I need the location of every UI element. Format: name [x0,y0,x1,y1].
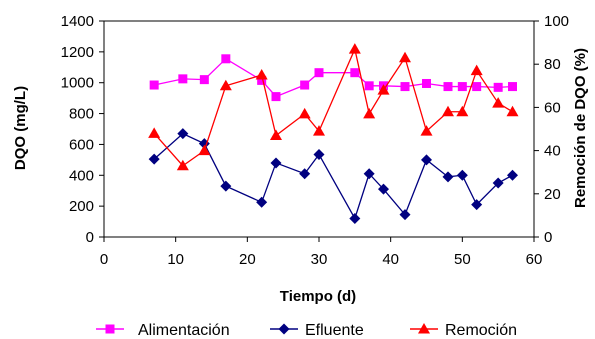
data-point-efluente [471,199,483,211]
data-point-remocion [492,97,505,108]
left-y-axis-ticks: 0 200 400 600 800 1000 1200 1400 [61,13,104,246]
data-point-alimentacion [221,54,231,64]
x-tick-label: 0 [100,251,108,268]
x-tick-label: 30 [311,251,328,268]
data-point-remocion [219,79,232,91]
left-y-tick-label: 600 [69,136,94,153]
data-point-remocion [399,51,411,63]
data-point-alimentacion [508,82,517,92]
data-point-alimentacion [443,82,453,92]
x-tick-label: 10 [167,251,184,268]
legend-label-efluente: Efluente [305,322,364,339]
data-point-efluente [256,196,268,208]
right-y-tick-label: 40 [544,143,561,160]
data-point-remocion [298,107,311,119]
data-point-alimentacion [178,74,188,84]
data-point-alimentacion [472,82,482,92]
data-point-remocion [148,127,161,138]
legend-marker-efluente [278,323,290,335]
left-y-tick-label: 400 [69,167,94,184]
data-point-remocion [442,105,454,117]
data-point-alimentacion [364,81,374,91]
data-point-efluente [363,168,375,180]
data-point-efluente [421,154,432,166]
right-y-axis-label: Remoción de DQO (%) [572,48,589,208]
legend-entry-alimentacion: Alimentación [96,322,230,339]
data-point-remocion [313,125,325,136]
data-point-efluente [442,171,454,183]
data-point-efluente [378,183,389,195]
series-alimentacion [149,54,517,102]
right-y-tick-label: 80 [544,56,561,73]
left-y-tick-label: 1200 [61,44,94,61]
data-point-alimentacion [350,68,360,78]
data-point-efluente [507,169,518,181]
data-point-alimentacion [400,82,410,92]
left-y-tick-label: 200 [69,198,94,215]
data-point-efluente [456,169,468,181]
x-tick-label: 50 [454,251,471,268]
data-point-efluente [220,180,232,192]
legend-label-remocion: Remoción [445,322,517,339]
data-point-alimentacion [149,80,159,90]
x-axis-ticks: 0 10 20 30 40 50 60 [100,237,543,268]
legend-label-alimentacion: Alimentación [138,322,230,339]
data-point-alimentacion [271,92,281,102]
data-point-remocion [176,159,189,171]
data-point-alimentacion [422,78,431,88]
right-y-tick-label: 0 [544,229,552,246]
data-point-efluente [177,128,189,140]
data-point-efluente [270,157,282,169]
data-point-remocion [470,64,483,76]
data-point-remocion [363,107,376,119]
x-tick-label: 60 [526,251,543,268]
data-point-remocion [506,105,519,117]
x-tick-label: 40 [382,251,399,268]
x-tick-label: 20 [239,251,256,268]
data-point-efluente [148,153,160,165]
left-y-tick-label: 0 [86,229,94,246]
legend-marker-alimentacion [105,324,115,334]
data-point-remocion [255,69,268,80]
data-point-efluente [492,177,504,189]
series-efluente [148,128,518,224]
right-y-tick-label: 100 [544,13,569,30]
right-y-tick-label: 60 [544,99,561,116]
data-point-alimentacion [493,82,503,92]
data-point-efluente [399,209,411,221]
left-y-tick-label: 1400 [61,13,94,30]
data-point-alimentacion [314,68,324,78]
series-line-efluente [153,132,513,221]
data-point-alimentacion [199,75,209,85]
data-point-alimentacion [457,82,467,92]
left-y-tick-label: 800 [69,106,94,123]
legend-entry-efluente: Efluente [270,322,364,339]
data-point-remocion [420,125,433,136]
data-point-remocion [198,144,211,156]
data-point-alimentacion [257,75,267,85]
data-point-remocion [348,43,361,54]
data-point-efluente [299,168,311,180]
right-y-tick-label: 20 [544,186,561,203]
left-y-axis-label: DQO (mg/L) [12,86,29,170]
data-point-remocion [270,129,282,140]
data-point-remocion [456,105,469,117]
series-remocion [148,43,519,171]
series-line-remocion [153,46,513,167]
legend-marker-remocion [418,323,430,334]
left-y-tick-label: 1000 [61,75,94,92]
legend-entry-remocion: Remoción [410,322,517,339]
right-y-axis-ticks: 0 20 40 60 80 100 [534,13,569,246]
data-point-efluente [349,212,361,224]
data-point-alimentacion [300,80,310,90]
data-point-remocion [377,84,390,95]
series-layer [148,43,519,224]
legend: Alimentación Efluente Remoción [96,322,517,339]
x-axis-label: Tiempo (d) [280,288,356,305]
data-point-efluente [313,148,325,160]
